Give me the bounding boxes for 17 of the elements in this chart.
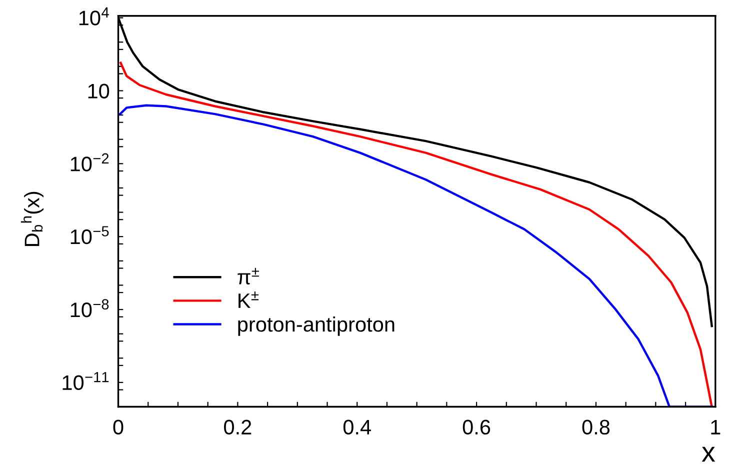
- x-tick-label: 1: [711, 420, 720, 434]
- y-tick-label: 10: [88, 84, 110, 98]
- y-tick-label: 10$^{−11}$: [62, 372, 109, 390]
- legend-label: proton-antiproton: [238, 316, 394, 336]
- y-tick-label: 10$^{−8}$: [70, 299, 109, 318]
- y-tick-label: 10$^{−5}$: [70, 226, 109, 244]
- x-tick-label: 0: [113, 420, 124, 435]
- x-tick-label: 0.2: [224, 420, 252, 435]
- y-tick-label: 10$^{−2}$: [70, 153, 109, 172]
- x-tick-label: 0.6: [462, 420, 490, 435]
- legend-label: π$^{±}$: [238, 268, 259, 285]
- y-tick-label: 10$^{4}$: [79, 7, 109, 26]
- x-axis-title: x: [702, 446, 716, 462]
- x-tick-label: 0.8: [582, 420, 610, 435]
- legend-label: K$^{±}$: [238, 292, 258, 308]
- y-axis-title: D$_{b}$$^{h}$(x): [20, 192, 44, 246]
- x-tick-label: 0.4: [343, 420, 371, 435]
